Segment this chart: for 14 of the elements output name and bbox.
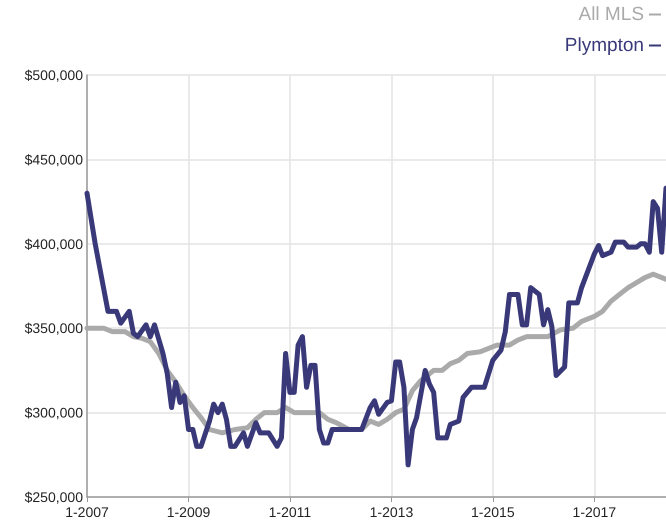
y-tick-label: $500,000 — [24, 67, 84, 83]
y-tick-label: $300,000 — [24, 404, 84, 421]
y-tick-label: $250,000 — [24, 489, 84, 505]
y-tick-label: $350,000 — [24, 320, 84, 336]
x-tick-label: 1-2013 — [370, 504, 414, 520]
x-tick-label: 1-2011 — [268, 504, 312, 520]
y-tick-label: $400,000 — [24, 236, 84, 252]
legend-label: Plympton — [564, 35, 644, 56]
x-tick-label: 1-2017 — [572, 504, 616, 520]
y-tick-label: $450,000 — [24, 151, 84, 168]
x-tick-label: 1-2007 — [65, 504, 110, 520]
x-tick-label: 1-2015 — [471, 504, 515, 520]
legend-label: All MLS — [578, 4, 644, 25]
x-tick-label: 1-2009 — [166, 504, 211, 520]
